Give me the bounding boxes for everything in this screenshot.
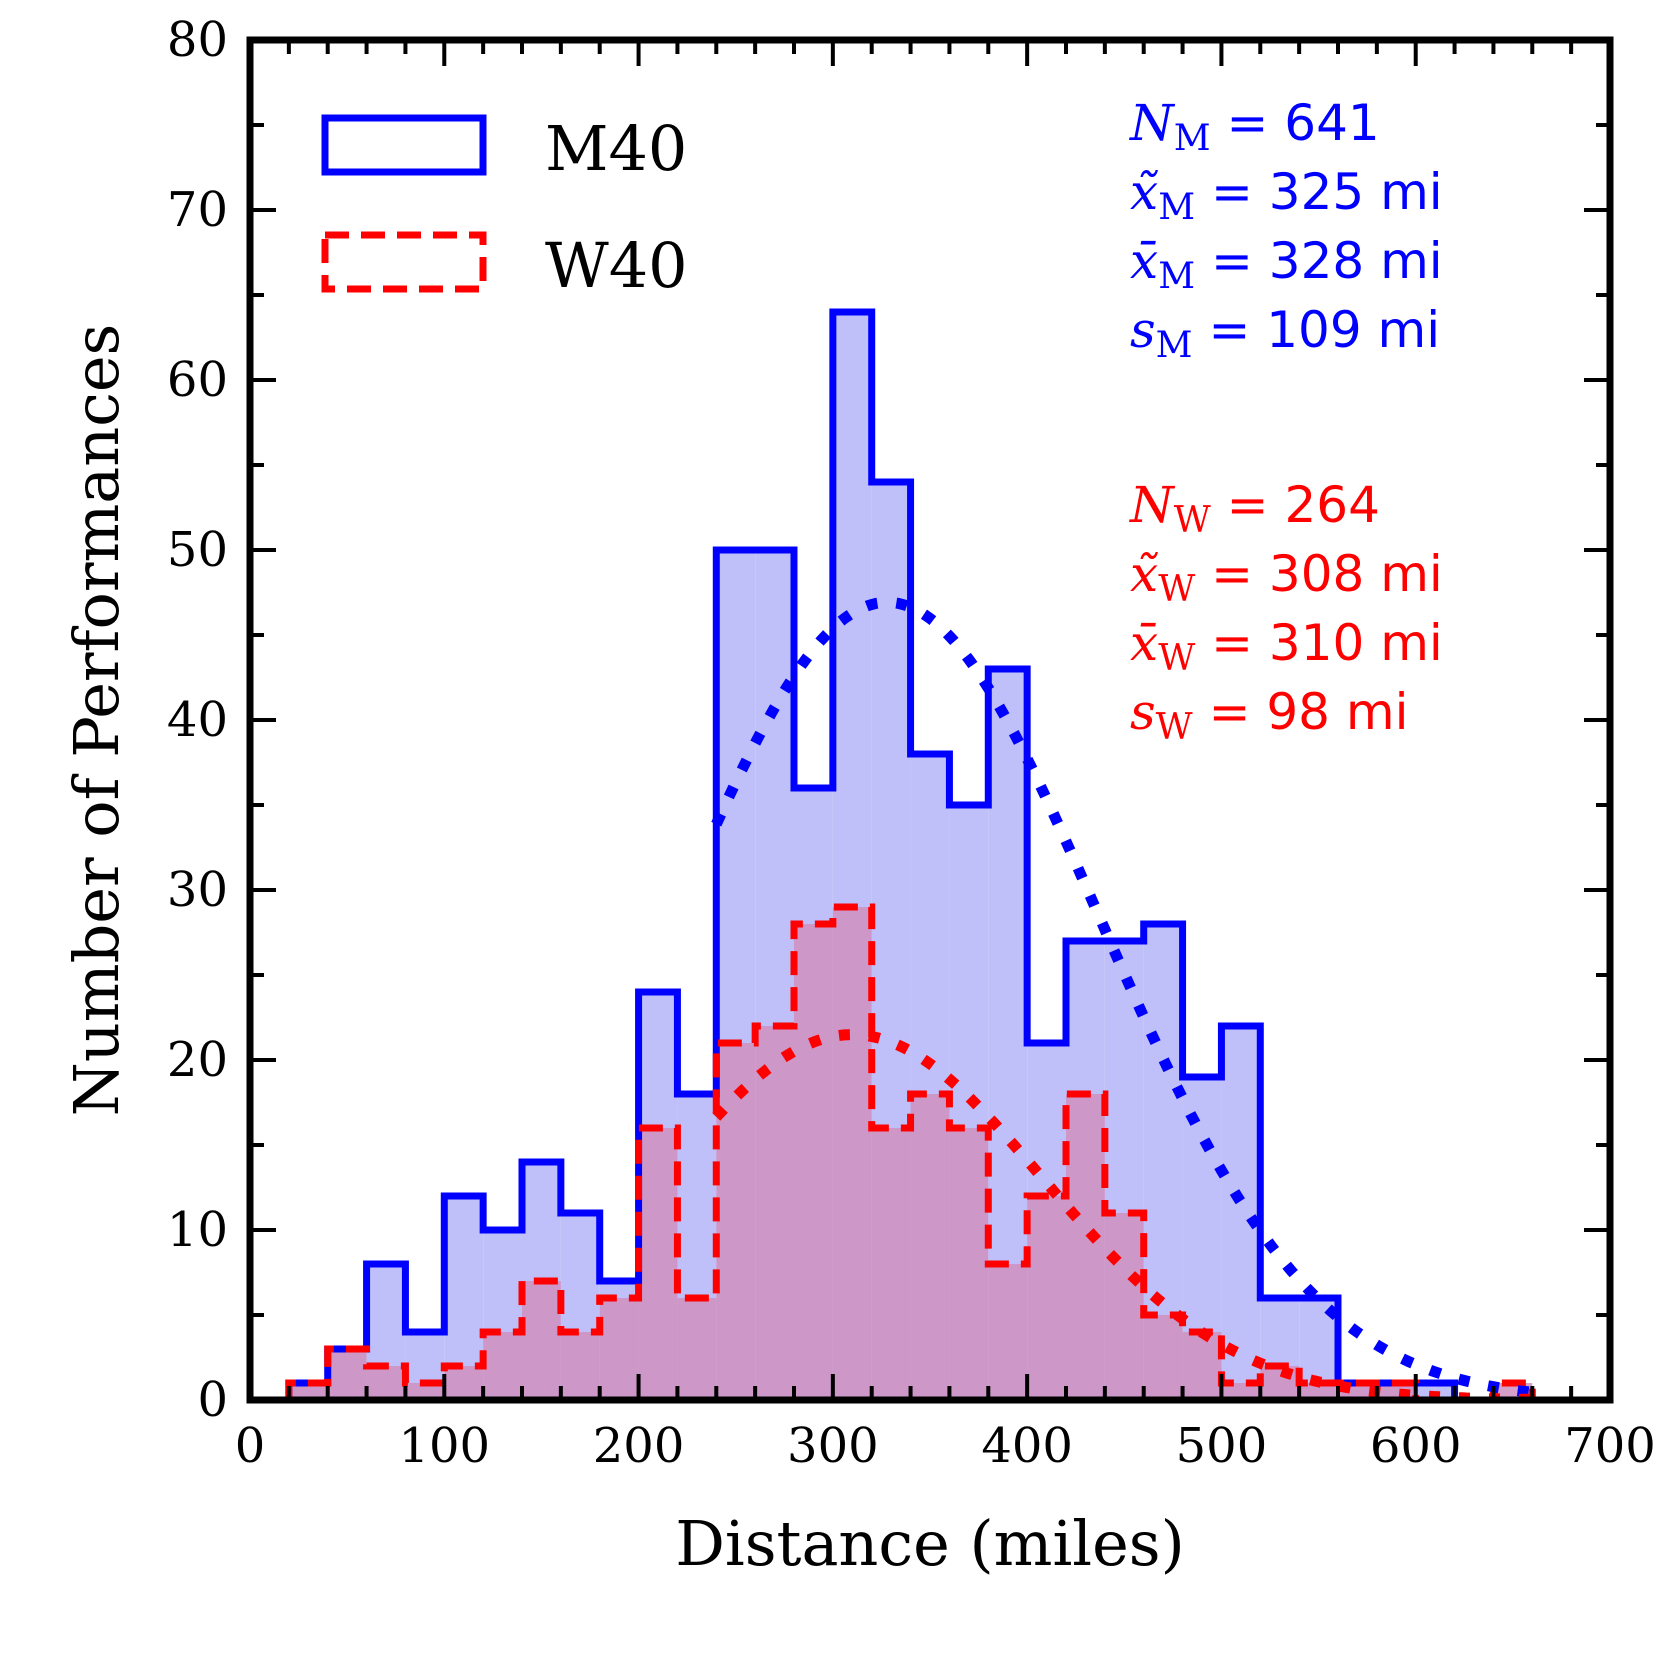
x-tick-label-300: 300 [787, 1418, 879, 1474]
bar-w40-1 [327, 1349, 367, 1400]
bar-w40-3 [405, 1383, 445, 1400]
x-tick-label-500: 500 [1176, 1418, 1268, 1474]
legend-swatch-m40 [321, 114, 487, 176]
bar-w40-10 [677, 1298, 717, 1400]
x-tick-label-100: 100 [398, 1418, 490, 1474]
y-tick-label-60: 60 [167, 352, 228, 408]
bar-w40-8 [599, 1298, 639, 1400]
legend-swatch-w40 [321, 231, 487, 293]
bar-w40-11 [716, 1043, 756, 1400]
bar-w40-23 [1182, 1332, 1222, 1400]
bar-w40-24 [1221, 1383, 1261, 1400]
legend-label-m40: M40 [545, 112, 687, 185]
y-tick-label-40: 40 [167, 692, 228, 748]
bar-w40-20 [1066, 1094, 1105, 1400]
x-tick-label-400: 400 [981, 1418, 1073, 1474]
bar-w40-19 [1027, 1196, 1066, 1400]
y-tick-label-10: 10 [167, 1202, 228, 1258]
legend: M40 W40 [321, 112, 688, 302]
bar-m40-24 [1221, 1026, 1261, 1400]
bar-w40-9 [638, 1128, 678, 1400]
bar-w40-25 [1260, 1366, 1300, 1400]
x-tick-label-700: 700 [1564, 1418, 1656, 1474]
y-tick-label-50: 50 [167, 522, 228, 578]
bar-w40-22 [1143, 1315, 1183, 1400]
bar-w40-2 [366, 1366, 406, 1400]
bar-w40-17 [949, 1128, 989, 1400]
bar-w40-13 [794, 924, 833, 1400]
bar-w40-6 [522, 1281, 561, 1400]
bar-w40-4 [444, 1366, 484, 1400]
stat-line-w40-0: NW = 264 [1129, 476, 1380, 541]
bar-w40-21 [1104, 1213, 1144, 1400]
x-tick-label-200: 200 [593, 1418, 685, 1474]
y-tick-label-70: 70 [167, 182, 228, 238]
bar-w40-15 [871, 1128, 911, 1400]
outline-m40 [285, 308, 1533, 1400]
bar-w40-16 [910, 1094, 950, 1400]
bar-w40-14 [832, 907, 872, 1400]
bar-w40-12 [755, 1026, 794, 1400]
y-tick-label-0: 0 [197, 1372, 228, 1428]
stat-line-w40-1: x̃W = 308 mi [1130, 545, 1443, 610]
stat-line-m40-2: x̄M = 328 mi [1130, 232, 1443, 297]
y-tick-label-80: 80 [167, 12, 228, 68]
y-tick-label-30: 30 [167, 862, 228, 918]
bar-w40-5 [483, 1332, 522, 1400]
stat-line-w40-3: sW = 98 mi [1130, 683, 1408, 748]
stat-line-w40-2: x̄W = 310 mi [1130, 614, 1443, 679]
y-axis-label: Number of Performances [60, 324, 133, 1117]
legend-label-w40: W40 [545, 229, 688, 302]
stat-line-m40-0: NM = 641 [1129, 94, 1380, 159]
outline-w40 [285, 903, 1536, 1400]
bar-w40-7 [560, 1332, 600, 1400]
stat-line-m40-1: x̃M = 325 mi [1130, 163, 1443, 228]
y-tick-label-20: 20 [167, 1032, 228, 1088]
stat-line-m40-3: sM = 109 mi [1130, 301, 1440, 366]
x-tick-label-600: 600 [1370, 1418, 1462, 1474]
x-tick-label-0: 0 [235, 1418, 266, 1474]
bar-w40-0 [288, 1383, 328, 1400]
bar-w40-26 [1299, 1383, 1338, 1400]
plot-frame [246, 36, 1614, 1404]
x-axis-label: Distance (miles) [675, 1507, 1185, 1580]
bar-w40-18 [988, 1264, 1028, 1400]
